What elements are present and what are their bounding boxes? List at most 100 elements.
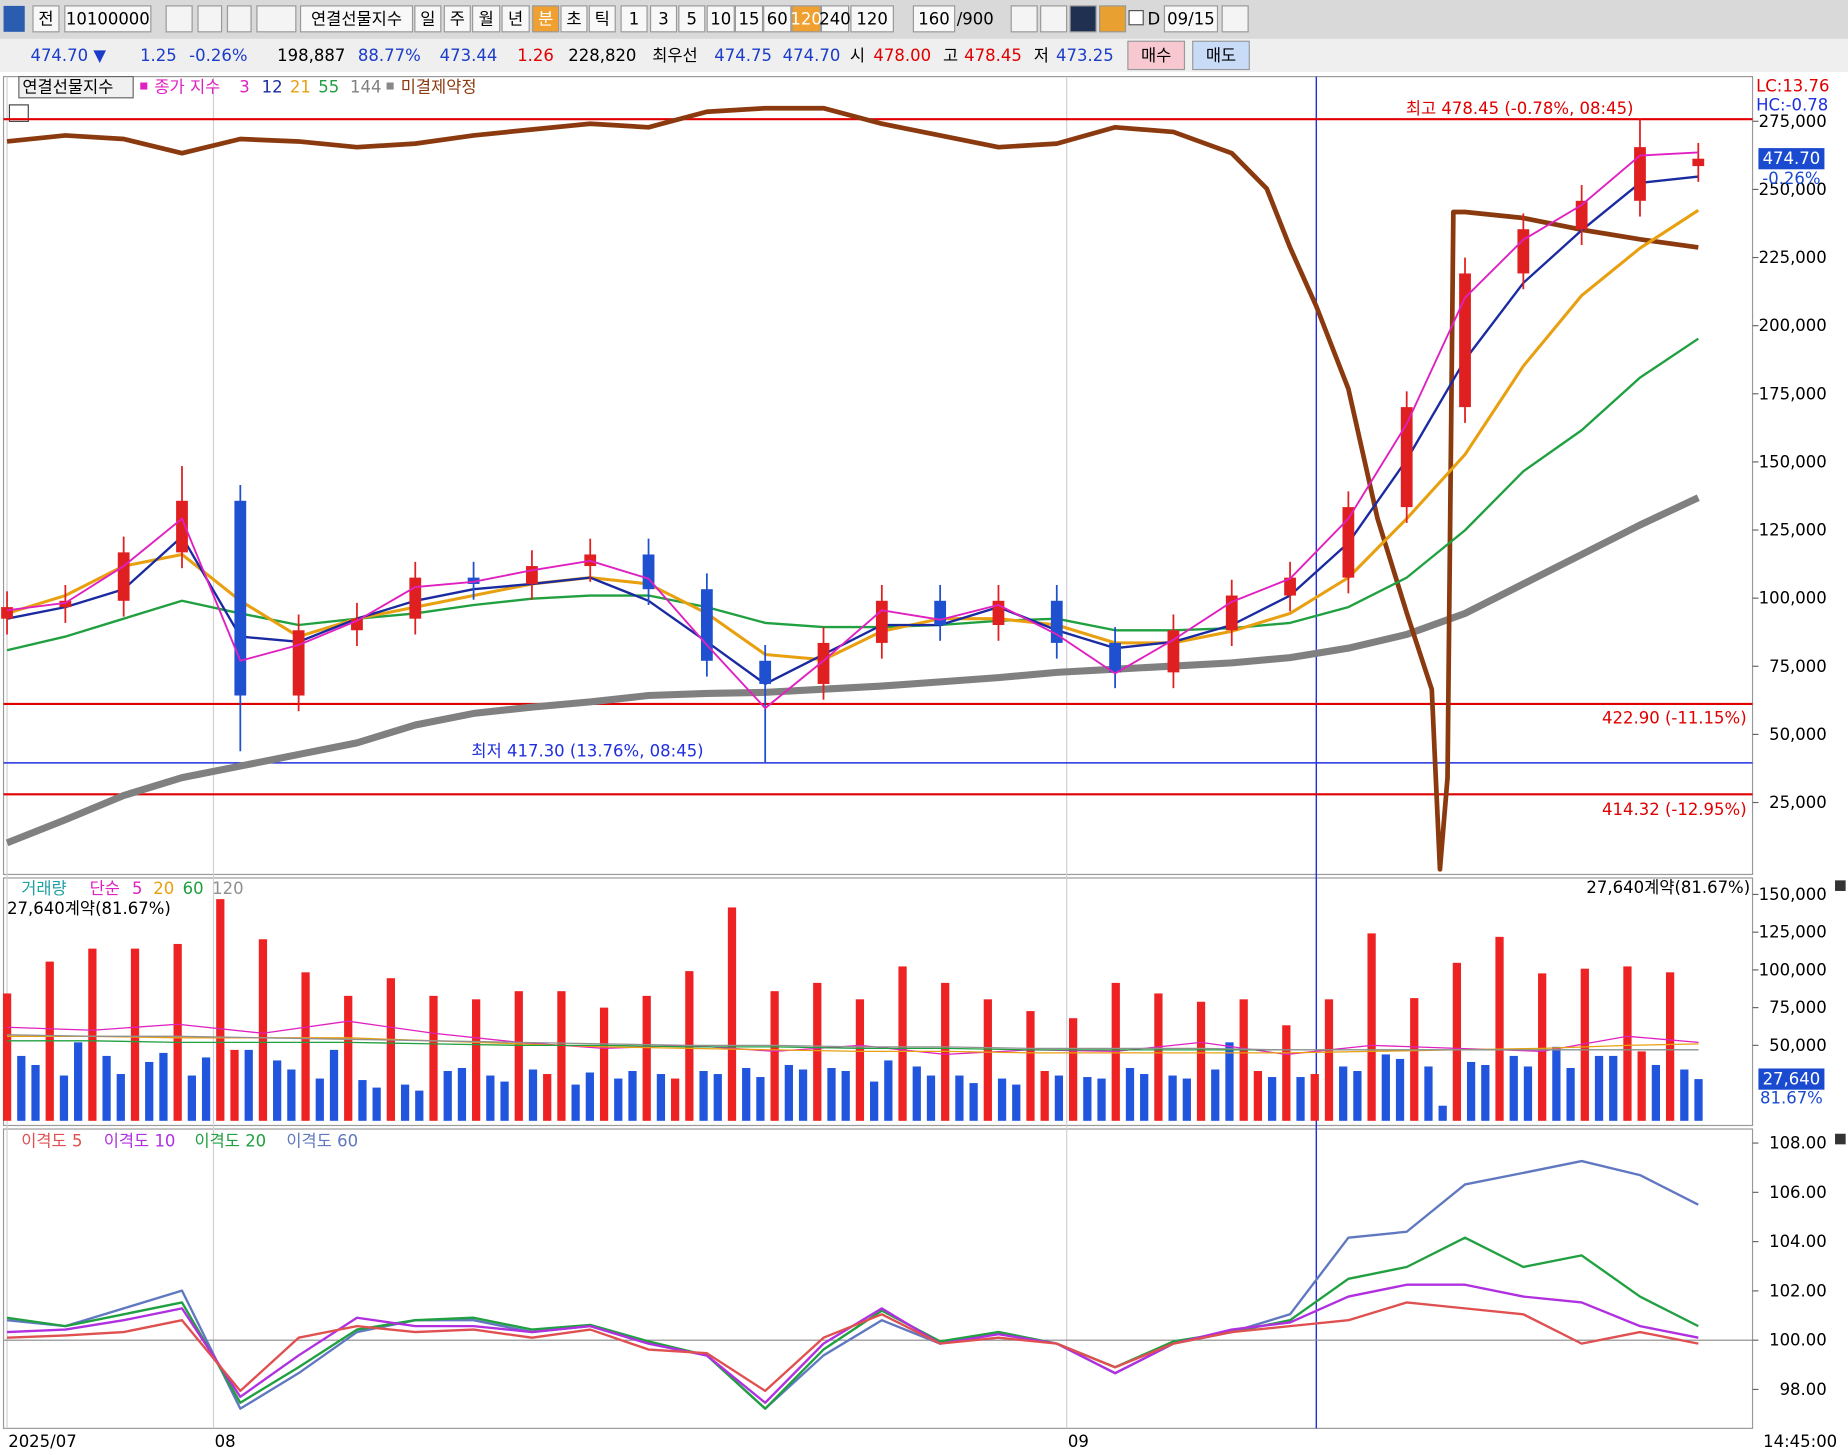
- volume-bar: [258, 939, 268, 1121]
- volume-ma-line: [7, 1020, 1699, 1056]
- volume-bar: [1026, 1011, 1035, 1121]
- quote-value: 478.45: [964, 46, 1022, 65]
- volume-bar: [1168, 1075, 1177, 1121]
- icon-button[interactable]: [197, 5, 223, 33]
- volume-bar: [1381, 1054, 1390, 1121]
- volume-summary: 27,640계약(81.67%): [7, 899, 171, 918]
- save-button[interactable]: [1069, 5, 1097, 33]
- volume-bar: [813, 982, 822, 1121]
- indicator-line: [6, 151, 1699, 710]
- x-tick-label: 09: [1068, 1432, 1089, 1451]
- candle-body: [1284, 577, 1296, 596]
- legend-item: 3: [239, 78, 250, 97]
- icon-button[interactable]: [1010, 5, 1038, 33]
- volume-bar: [727, 907, 737, 1121]
- disparity-line: [6, 1159, 1699, 1410]
- panel-icon[interactable]: [8, 104, 29, 122]
- level-label: 422.90 (-11.15%): [1602, 709, 1747, 728]
- settings-button[interactable]: [1099, 5, 1127, 33]
- panel-close[interactable]: [1835, 1133, 1846, 1145]
- toolbar-button[interactable]: [64, 5, 152, 33]
- toolbar-button[interactable]: [791, 5, 821, 33]
- candle-body: [1050, 600, 1063, 643]
- calendar-button[interactable]: [1221, 5, 1249, 33]
- y-tick-label: 100,000: [1759, 960, 1827, 979]
- toolbar-label: 10100000: [66, 9, 150, 28]
- last-volume-ratio: 81.67%: [1760, 1088, 1823, 1107]
- toolbar-button[interactable]: [560, 5, 588, 33]
- toolbar-button[interactable]: [678, 5, 706, 33]
- toolbar-button[interactable]: [706, 5, 735, 33]
- volume-bar: [955, 1075, 964, 1121]
- order-button[interactable]: [1127, 40, 1186, 71]
- candle-body: [176, 500, 188, 553]
- volume-bar: [301, 972, 310, 1121]
- toolbar-button[interactable]: [1163, 5, 1219, 33]
- toolbar-button[interactable]: [763, 5, 792, 33]
- toolbar-button[interactable]: [588, 5, 616, 33]
- toolbar-button[interactable]: [443, 5, 471, 33]
- volume-bar: [1452, 962, 1462, 1121]
- candle-body: [1109, 642, 1121, 673]
- app-icon[interactable]: [3, 5, 25, 32]
- quote-value: 최우선: [652, 46, 698, 65]
- volume-bar: [1211, 1069, 1220, 1121]
- volume-bar: [102, 1055, 111, 1121]
- search-button[interactable]: [165, 5, 193, 33]
- disparity-line: [6, 1236, 1699, 1410]
- volume-bar: [1609, 1055, 1618, 1121]
- toolbar-button[interactable]: [912, 5, 956, 33]
- volume-bar: [1324, 999, 1334, 1121]
- toolbar-button[interactable]: [32, 5, 60, 33]
- toolbar-button[interactable]: [820, 5, 850, 33]
- volume-bar: [841, 1071, 850, 1121]
- volume-title: 거래량: [21, 879, 67, 898]
- x-tick-label: 08: [215, 1432, 236, 1451]
- volume-bar: [1367, 933, 1376, 1121]
- volume-bar: [855, 999, 865, 1121]
- quote-background: [0, 38, 1848, 72]
- volume-ma-label: 단순: [90, 879, 120, 898]
- volume-bar: [1680, 1069, 1689, 1121]
- volume-bar: [457, 1067, 467, 1121]
- icon-button[interactable]: [256, 5, 297, 33]
- volume-bar: [1538, 973, 1547, 1121]
- volume-bar: [415, 1090, 424, 1121]
- toolbar-button[interactable]: [501, 5, 530, 33]
- volume-bar: [315, 1078, 324, 1121]
- y2-tick-label: 150,000: [1759, 452, 1827, 471]
- volume-bar: [1623, 966, 1632, 1121]
- toolbar-label: 1: [629, 9, 640, 28]
- candle-body: [1459, 273, 1471, 408]
- quote-value: -0.26%: [189, 46, 247, 65]
- volume-bar: [656, 1074, 666, 1121]
- toolbar-button[interactable]: [649, 5, 678, 33]
- toolbar-button[interactable]: [850, 5, 894, 33]
- legend-item: 이격도 60: [286, 1131, 358, 1150]
- volume-summary: 27,640계약(81.67%): [1586, 878, 1750, 897]
- toolbar-label: 60: [767, 9, 788, 28]
- toolbar-button[interactable]: [472, 5, 501, 33]
- y-tick-label: 104.00: [1769, 1232, 1827, 1251]
- panel-close[interactable]: [1835, 880, 1846, 891]
- toolbar-button[interactable]: [414, 5, 442, 33]
- main-panel: [2, 76, 1754, 876]
- toolbar-button[interactable]: [620, 5, 648, 33]
- y-tick-label: 150,000: [1759, 885, 1827, 904]
- toolbar-button[interactable]: [532, 5, 560, 33]
- volume-bar: [74, 1042, 83, 1121]
- y2-tick-label: 250,000: [1759, 180, 1827, 199]
- volume-bar: [1637, 1051, 1646, 1121]
- order-button[interactable]: [1192, 40, 1250, 71]
- volume-bar: [1054, 1075, 1064, 1121]
- icon-button[interactable]: [1040, 5, 1068, 33]
- volume-bar: [88, 948, 97, 1121]
- volume-bar: [713, 1074, 722, 1121]
- volume-bar: [614, 1078, 623, 1121]
- icon-button[interactable]: [226, 5, 252, 33]
- indicator-line: [6, 175, 1699, 686]
- toolbar-button[interactable]: [299, 5, 414, 33]
- checkbox[interactable]: [1128, 10, 1144, 26]
- toolbar-button[interactable]: [734, 5, 764, 33]
- legend-item: 12: [262, 78, 283, 97]
